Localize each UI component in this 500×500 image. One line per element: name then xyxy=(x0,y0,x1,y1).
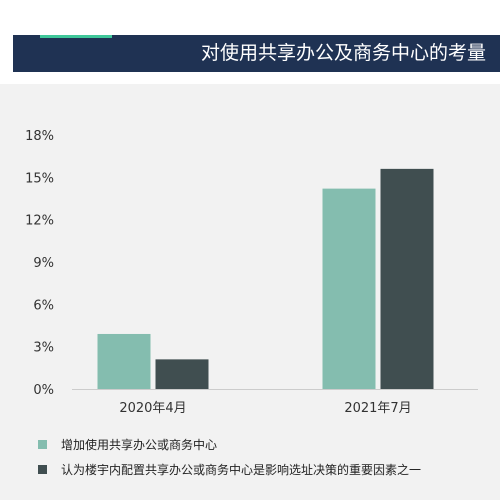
chart-legend: 增加使用共享办公或商务中心 认为楼宇内配置共享办公或商务中心是影响选址决策的重要… xyxy=(38,435,421,485)
y-tick-label: 0% xyxy=(33,383,54,398)
x-tick-label: 2021年7月 xyxy=(344,401,411,416)
legend-swatch-series-1 xyxy=(38,439,47,449)
bar-series-1-1 xyxy=(97,333,151,389)
bar-series-1-2 xyxy=(322,188,376,389)
chart-title: 对使用共享办公及商务中心的考量 xyxy=(200,42,486,64)
y-tick-label: 9% xyxy=(33,256,54,271)
legend-item-series-1: 增加使用共享办公或商务中心 xyxy=(38,435,421,453)
y-tick-label: 12% xyxy=(25,214,54,229)
y-tick-label: 18% xyxy=(25,129,54,144)
bar-series-2-1 xyxy=(155,359,209,389)
y-tick-label: 6% xyxy=(33,298,54,313)
legend-swatch-series-2 xyxy=(38,464,47,474)
legend-label-series-1: 增加使用共享办公或商务中心 xyxy=(61,437,218,452)
y-tick-label: 3% xyxy=(33,341,54,356)
bar-series-2-2 xyxy=(380,168,434,389)
legend-item-series-2: 认为楼宇内配置共享办公或商务中心是影响选址决策的重要因素之一 xyxy=(38,460,421,478)
x-tick-label: 2020年4月 xyxy=(119,401,186,416)
legend-label-series-2: 认为楼宇内配置共享办公或商务中心是影响选址决策的重要因素之一 xyxy=(61,462,422,477)
chart-header: 对使用共享办公及商务中心的考量 xyxy=(13,35,500,72)
header-accent-bar xyxy=(40,35,112,38)
y-tick-label: 15% xyxy=(25,171,54,186)
